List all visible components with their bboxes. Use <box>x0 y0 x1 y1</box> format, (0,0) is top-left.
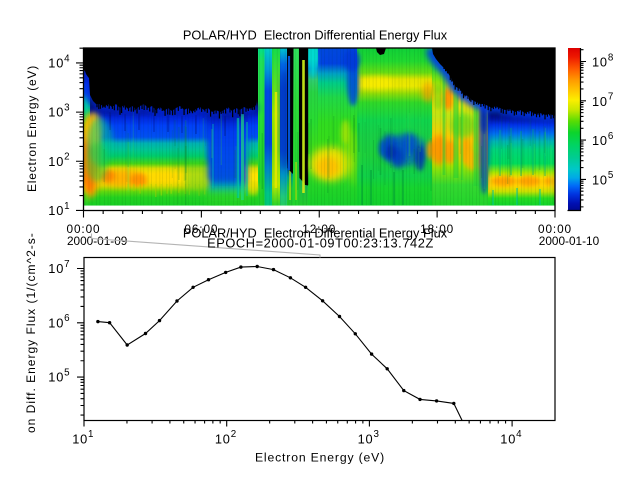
svg-text:00:00: 00:00 <box>66 222 100 236</box>
svg-text:12:00: 12:00 <box>302 222 336 236</box>
svg-text:107: 107 <box>48 259 70 276</box>
svg-text:101: 101 <box>72 429 94 446</box>
svg-text:102: 102 <box>215 429 237 446</box>
svg-text:2000-01-10: 2000-01-10 <box>539 234 600 248</box>
svg-text:Electron Energy (eV): Electron Energy (eV) <box>255 451 385 465</box>
svg-text:106: 106 <box>48 313 70 330</box>
svg-text:06:00: 06:00 <box>184 222 218 236</box>
svg-text:103: 103 <box>48 103 70 120</box>
svg-text:EPOCH=2000-01-09T00:23:13.742Z: EPOCH=2000-01-09T00:23:13.742Z <box>207 236 434 251</box>
svg-text:POLAR/HYD Electron Differenti: POLAR/HYD Electron Differential Energy F… <box>183 28 448 43</box>
svg-text:107: 107 <box>592 92 614 109</box>
svg-text:105: 105 <box>592 170 614 187</box>
svg-text:102: 102 <box>48 152 70 169</box>
svg-text:103: 103 <box>358 429 380 446</box>
svg-text:Electron Energy (eV): Electron Energy (eV) <box>25 65 39 192</box>
svg-text:101: 101 <box>48 201 70 218</box>
svg-text:108: 108 <box>592 52 614 69</box>
svg-text:106: 106 <box>592 131 614 148</box>
svg-text:104: 104 <box>48 53 70 70</box>
svg-text:104: 104 <box>500 429 522 446</box>
svg-text:POLAR/HYD Electron Differenti: POLAR/HYD Electron Differential Energy F… <box>183 226 448 241</box>
svg-text:00:00: 00:00 <box>538 222 572 236</box>
svg-text:2000-01-09: 2000-01-09 <box>67 234 127 248</box>
svg-text:105: 105 <box>48 368 70 385</box>
svg-text:on Diff. Energy Flux (1/(cm^2-: on Diff. Energy Flux (1/(cm^2-s- <box>24 232 38 433</box>
svg-text:18:00: 18:00 <box>420 222 454 236</box>
